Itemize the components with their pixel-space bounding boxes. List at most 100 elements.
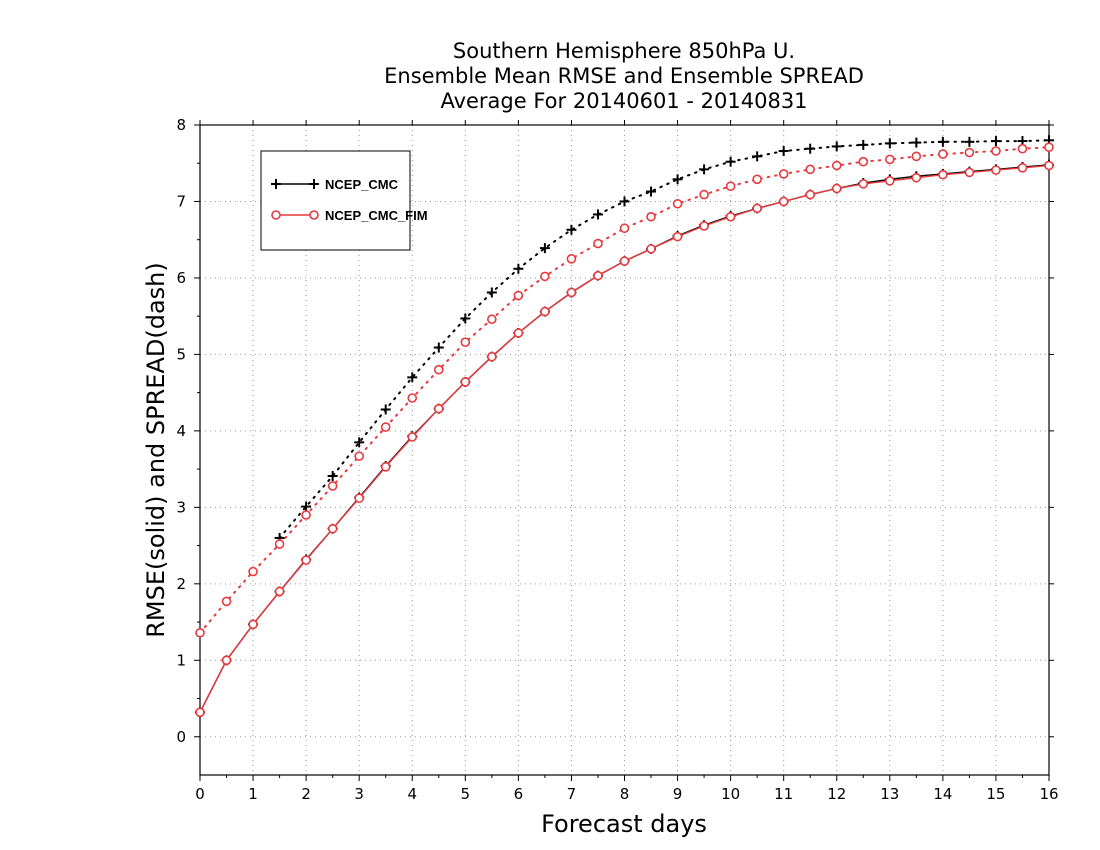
- spread-point: [752, 174, 762, 185]
- legend-marker-left: [271, 210, 281, 220]
- spread-point: [327, 471, 338, 481]
- x-tick-label: 11: [774, 785, 793, 803]
- spread-point: [354, 451, 364, 461]
- spread-point: [911, 137, 922, 148]
- y-tick-label: 5: [176, 345, 186, 363]
- legend-marker-right: [309, 210, 319, 220]
- x-tick-label: 9: [673, 785, 683, 803]
- y-tick-label: 7: [176, 192, 186, 210]
- spread-point: [221, 596, 232, 607]
- x-tick-label: 2: [301, 785, 311, 803]
- rmse-point: [831, 183, 842, 194]
- legend-box: [260, 150, 411, 251]
- rmse-point: [354, 493, 364, 503]
- x-tick-label: 6: [514, 785, 524, 803]
- chart-title-line-1: Southern Hemisphere 850hPa U.: [453, 39, 795, 63]
- spread-point: [460, 337, 471, 347]
- x-tick-label: 4: [407, 785, 417, 803]
- legend-entry: NCEP_CMC_FIM: [271, 208, 428, 223]
- rmse-point: [593, 270, 603, 281]
- rmse-point: [540, 306, 550, 317]
- x-tick-label: 8: [620, 785, 630, 803]
- x-tick-label: 16: [1039, 785, 1058, 803]
- spread-point: [911, 151, 922, 162]
- spread-point: [964, 147, 975, 158]
- spread-point: [407, 372, 418, 383]
- legend-marker-right: [309, 179, 319, 189]
- spread-point: [725, 181, 736, 191]
- spread-point: [327, 481, 338, 491]
- rmse-point: [327, 523, 338, 534]
- rmse-point: [513, 328, 524, 338]
- x-tick-label: 7: [567, 785, 577, 803]
- rmse-point: [195, 707, 205, 718]
- rmse-point: [699, 221, 709, 231]
- spread-point: [1017, 143, 1028, 154]
- x-tick-label: 1: [248, 785, 258, 803]
- spread-point: [858, 139, 869, 150]
- spread-point: [248, 566, 258, 577]
- rmse-point: [301, 555, 311, 565]
- spread-point: [672, 174, 683, 185]
- spread-point: [778, 146, 789, 156]
- spread-point: [460, 313, 471, 324]
- spread-point: [699, 164, 710, 175]
- rmse-point: [407, 432, 418, 442]
- rmse-point: [938, 169, 948, 180]
- rmse-point: [725, 211, 736, 222]
- spread-point: [195, 627, 205, 638]
- rmse-point: [1044, 160, 1054, 171]
- spread-point: [513, 290, 524, 301]
- rmse-point: [433, 403, 444, 414]
- rmse-point: [460, 377, 471, 387]
- rmse-point: [964, 167, 975, 178]
- x-tick-label: 3: [354, 785, 364, 803]
- spread-point: [486, 287, 497, 298]
- spread-point: [831, 160, 842, 171]
- rmse-point: [380, 462, 391, 472]
- y-tick-label: 4: [176, 422, 186, 440]
- spread-point: [566, 224, 577, 235]
- spread-point: [885, 154, 895, 165]
- spread-point: [990, 136, 1001, 147]
- y-tick-label: 6: [176, 269, 186, 287]
- spread-point: [778, 169, 789, 179]
- spread-point: [805, 143, 816, 154]
- spread-point: [937, 136, 948, 147]
- x-axis-title: Forecast days: [541, 810, 707, 838]
- spread-point: [540, 271, 550, 282]
- spread-point: [831, 141, 842, 152]
- spread-point: [513, 263, 524, 274]
- spread-point: [884, 138, 895, 149]
- gridlines: [200, 125, 1049, 775]
- x-tick-label: 0: [195, 785, 205, 803]
- legend-entries: NCEP_CMC NCEP_CMC_FIM: [271, 177, 428, 223]
- spread-point: [1044, 142, 1054, 152]
- spread-point: [619, 223, 630, 234]
- rmse-point: [991, 165, 1001, 175]
- spread-point: [592, 209, 603, 220]
- y-tick-label: 1: [176, 651, 186, 669]
- spread-point: [646, 186, 657, 197]
- rmse-point: [1017, 163, 1028, 173]
- rmse-point: [221, 655, 232, 666]
- x-tick-label: 15: [986, 785, 1005, 803]
- rmse-point: [619, 256, 630, 266]
- legend-label: NCEP_CMC_FIM: [325, 208, 428, 223]
- y-tick-label: 2: [176, 575, 186, 593]
- series-NCEP_CMC_FIM: [195, 142, 1054, 718]
- spread-point: [566, 254, 577, 264]
- rmse-point: [911, 172, 922, 183]
- spread-point: [646, 211, 656, 222]
- spread-point: [593, 238, 603, 249]
- spread-point: [752, 151, 763, 162]
- spread-point: [539, 243, 550, 254]
- spread-line: [199, 146, 1050, 634]
- chart-title-line-2: Ensemble Mean RMSE and Ensemble SPREAD: [384, 64, 864, 88]
- y-tick-label: 0: [176, 728, 186, 746]
- spread-point: [433, 342, 444, 353]
- rmse-point: [672, 231, 683, 242]
- spread-point: [858, 156, 869, 167]
